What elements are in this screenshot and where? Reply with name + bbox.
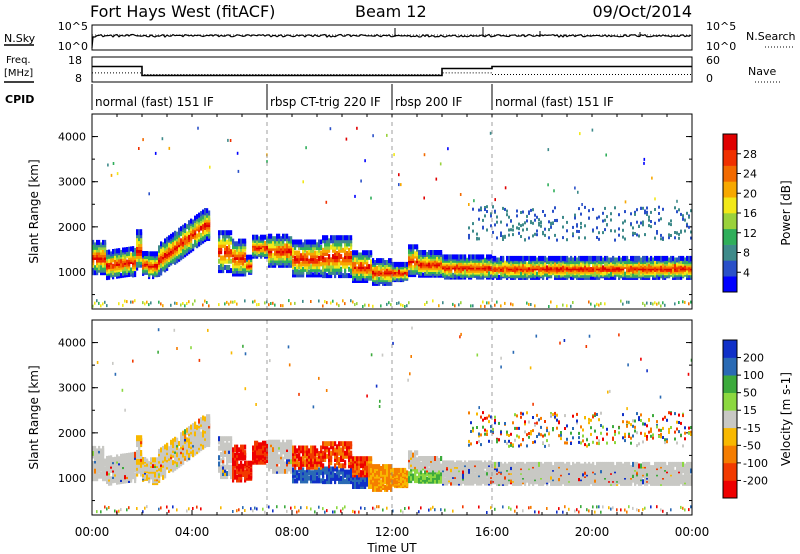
cpid-segment-label: normal (fast) 151 IF xyxy=(95,95,214,109)
colorbar-swatch xyxy=(723,375,737,393)
colorbar-swatch xyxy=(723,427,737,446)
time-tick-label: 16:00 xyxy=(475,525,510,539)
time-tick-label: 08:00 xyxy=(275,525,310,539)
colorbar-swatch xyxy=(723,410,737,429)
noise-search-label: N.Search xyxy=(746,30,796,43)
colorbar-swatch xyxy=(723,445,737,464)
noise-left-tick-bottom: 10^0 xyxy=(58,40,88,53)
y-tick-label: 2000 xyxy=(58,221,86,234)
cpid-segments: normal (fast) 151 IF rbsp CT-trig 220 IF r… xyxy=(91,84,614,110)
noise-sky-line xyxy=(91,27,692,49)
time-axis-label: Time UT xyxy=(366,541,417,554)
colorbar-tick-label: 50 xyxy=(743,387,757,400)
time-tick-label: 20:00 xyxy=(575,525,610,539)
colorbar-tick-label: 8 xyxy=(743,247,750,260)
colorbar-tick-label: 15 xyxy=(743,404,757,417)
y-tick-label: 1000 xyxy=(58,472,86,485)
freq-tick-bottom: 8 xyxy=(75,72,82,85)
colorbar-tick-label: 20 xyxy=(743,187,757,200)
colorbar-swatch xyxy=(723,392,737,411)
colorbar-label: Velocity [m s-1] xyxy=(779,372,793,466)
colorbar-swatch xyxy=(723,228,737,245)
colorbar-swatch xyxy=(723,149,737,166)
colorbar: 200 100 50 15 -15 -50 -100 -200 Velocity [m s-1] xyxy=(722,339,793,499)
colorbar-swatch xyxy=(723,134,737,151)
y-axis-label: Slant Range [km] xyxy=(27,365,41,469)
beam-label: Beam 12 xyxy=(355,2,427,21)
noise-sky-label: N.Sky xyxy=(4,32,36,45)
freq-tick-top: 18 xyxy=(68,54,82,67)
y-axis: 1000 2000 3000 4000 xyxy=(58,337,692,502)
colorbar-swatch xyxy=(723,340,737,358)
colorbar-tick-label: -50 xyxy=(743,439,761,452)
scatter-cells xyxy=(92,326,693,514)
colorbar: 28 24 20 16 12 8 4 Power [dB] xyxy=(722,133,793,293)
colorbar-swatch xyxy=(723,213,737,230)
nave-label: Nave xyxy=(748,65,776,78)
y-tick-label: 2000 xyxy=(58,427,86,440)
time-tick-label: 00:00 xyxy=(675,525,710,539)
time-tick-label: 04:00 xyxy=(175,525,210,539)
y-axis-label: Slant Range [km] xyxy=(27,159,41,263)
cpid-segment-label: rbsp 200 IF xyxy=(395,95,462,109)
colorbar-tick-label: 200 xyxy=(743,352,764,365)
date-label: 09/Oct/2014 xyxy=(592,2,692,21)
velocity-panel: 1000 2000 3000 4000 Slant Range [km] 200 100 50… xyxy=(27,319,793,516)
colorbar-swatch xyxy=(723,165,737,182)
noise-right-tick-top: 10^5 xyxy=(706,20,736,33)
scatter-cells xyxy=(92,126,693,308)
colorbar-swatch xyxy=(723,181,737,198)
colorbar-swatch xyxy=(723,260,737,277)
y-tick-label: 3000 xyxy=(58,382,86,395)
noise-left-tick-top: 10^5 xyxy=(58,20,88,33)
colorbar-swatch xyxy=(723,357,737,376)
colorbar-swatch xyxy=(723,244,737,261)
y-tick-label: 4000 xyxy=(58,337,86,350)
cpid-segment-label: rbsp CT-trig 220 IF xyxy=(270,95,381,109)
power-panel: 1000 2000 3000 4000 Slant Range [km] 28 24 20 16… xyxy=(27,113,793,310)
freq-unit-label: [MHz] xyxy=(4,68,33,79)
nave-tick-bottom: 0 xyxy=(706,72,713,85)
colorbar-tick-label: 16 xyxy=(743,207,757,220)
time-axis: 00:00 04:00 08:00 12:00 16:00 20:00 00:00 xyxy=(75,114,710,539)
colorbar-tick-label: 4 xyxy=(743,266,750,279)
colorbar-tick-label: 24 xyxy=(743,168,757,181)
cpid-segment-label: normal (fast) 151 IF xyxy=(495,95,614,109)
frequency-panel: Freq. [MHz] 18 8 60 0 Nave xyxy=(4,54,780,85)
colorbar-tick-label: 100 xyxy=(743,369,764,382)
radar-title: Fort Hays West (fitACF) xyxy=(90,2,275,21)
cpid-label: CPID xyxy=(5,93,34,106)
colorbar-tick-label: -15 xyxy=(743,422,761,435)
y-tick-label: 3000 xyxy=(58,176,86,189)
y-tick-label: 1000 xyxy=(58,266,86,279)
noise-right-tick-bottom: 10^0 xyxy=(706,40,736,53)
colorbar-swatch xyxy=(723,462,737,481)
freq-label: Freq. xyxy=(6,55,31,66)
time-tick-label: 12:00 xyxy=(375,525,410,539)
nave-tick-top: 60 xyxy=(706,54,720,67)
colorbar-tick-label: -100 xyxy=(743,457,768,470)
colorbar-tick-label: 12 xyxy=(743,227,757,240)
colorbar-tick-label: 28 xyxy=(743,148,757,161)
colorbar-swatch xyxy=(723,276,737,293)
colorbar-label: Power [dB] xyxy=(779,180,793,245)
colorbar-swatch xyxy=(723,197,737,214)
colorbar-swatch xyxy=(723,480,737,499)
time-tick-label: 00:00 xyxy=(75,525,110,539)
noise-panel: N.Sky 10^5 10^0 10^5 10^0 N.Search xyxy=(4,20,796,53)
colorbar-tick-label: -200 xyxy=(743,474,768,487)
y-tick-label: 4000 xyxy=(58,131,86,144)
